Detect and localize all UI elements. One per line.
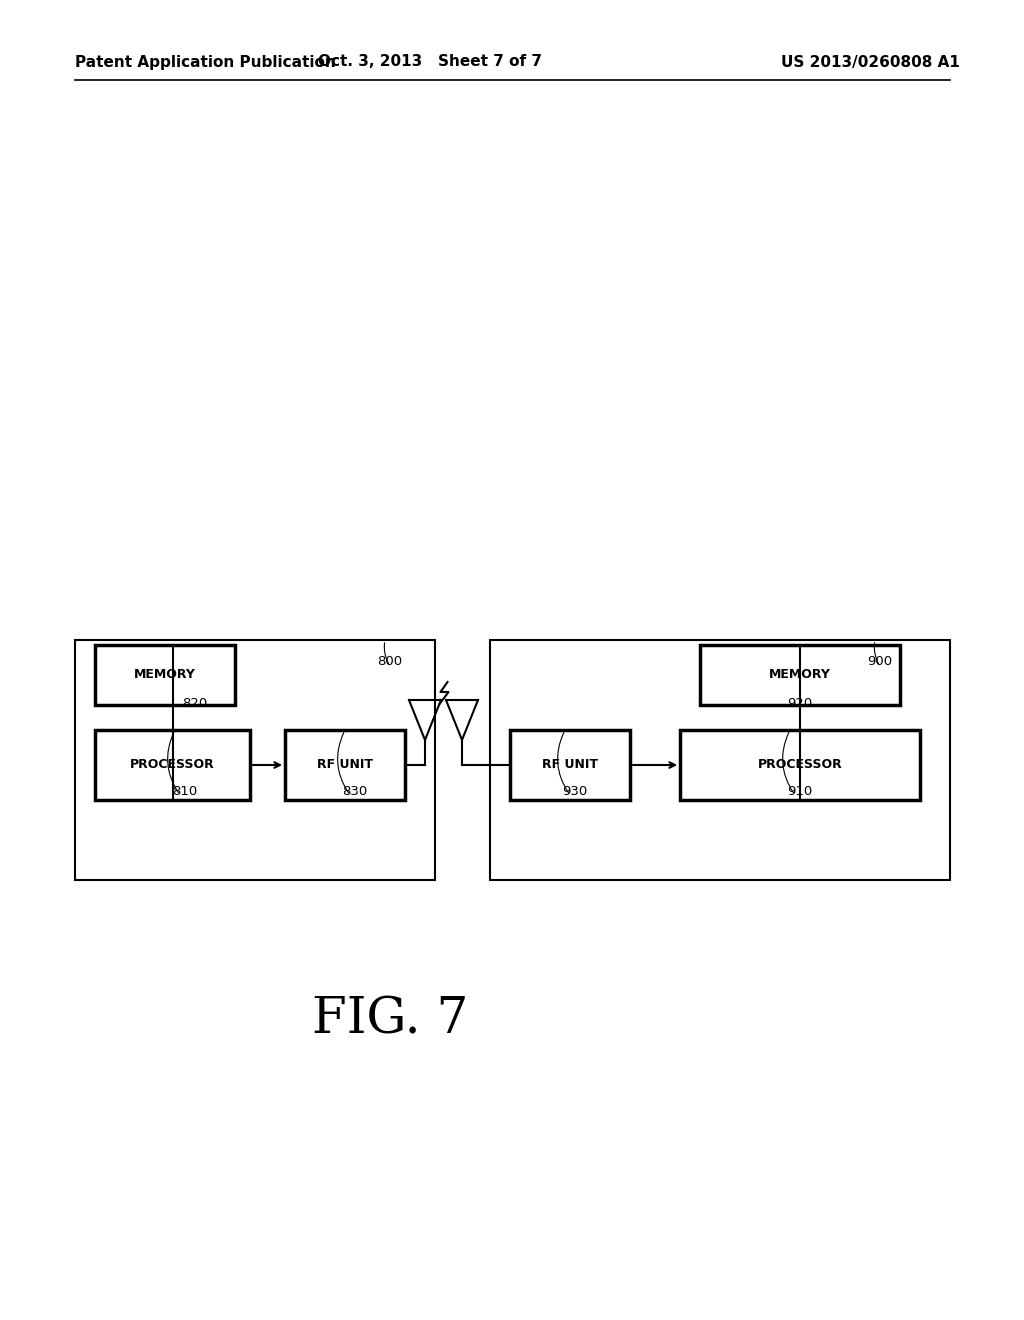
Text: PROCESSOR: PROCESSOR bbox=[758, 759, 843, 771]
Text: 820: 820 bbox=[182, 697, 208, 710]
Text: MEMORY: MEMORY bbox=[769, 668, 830, 681]
Bar bbox=[75, 640, 435, 880]
Text: Oct. 3, 2013   Sheet 7 of 7: Oct. 3, 2013 Sheet 7 of 7 bbox=[318, 54, 542, 70]
Text: 830: 830 bbox=[342, 785, 368, 799]
Text: 900: 900 bbox=[867, 655, 893, 668]
Text: RF UNIT: RF UNIT bbox=[542, 759, 598, 771]
Text: RF UNIT: RF UNIT bbox=[317, 759, 373, 771]
Text: MEMORY: MEMORY bbox=[134, 668, 196, 681]
Bar bbox=[285, 730, 406, 800]
Text: 910: 910 bbox=[787, 785, 813, 799]
Text: 800: 800 bbox=[378, 655, 402, 668]
Bar bbox=[680, 730, 920, 800]
Bar bbox=[700, 645, 900, 705]
Text: PROCESSOR: PROCESSOR bbox=[130, 759, 215, 771]
Text: US 2013/0260808 A1: US 2013/0260808 A1 bbox=[781, 54, 961, 70]
Bar bbox=[95, 645, 234, 705]
Text: 810: 810 bbox=[172, 785, 198, 799]
Bar bbox=[95, 730, 250, 800]
Bar bbox=[490, 640, 950, 880]
Text: 930: 930 bbox=[562, 785, 588, 799]
Text: Patent Application Publication: Patent Application Publication bbox=[75, 54, 336, 70]
Text: FIG. 7: FIG. 7 bbox=[312, 995, 468, 1044]
Text: 920: 920 bbox=[787, 697, 813, 710]
Bar bbox=[510, 730, 630, 800]
